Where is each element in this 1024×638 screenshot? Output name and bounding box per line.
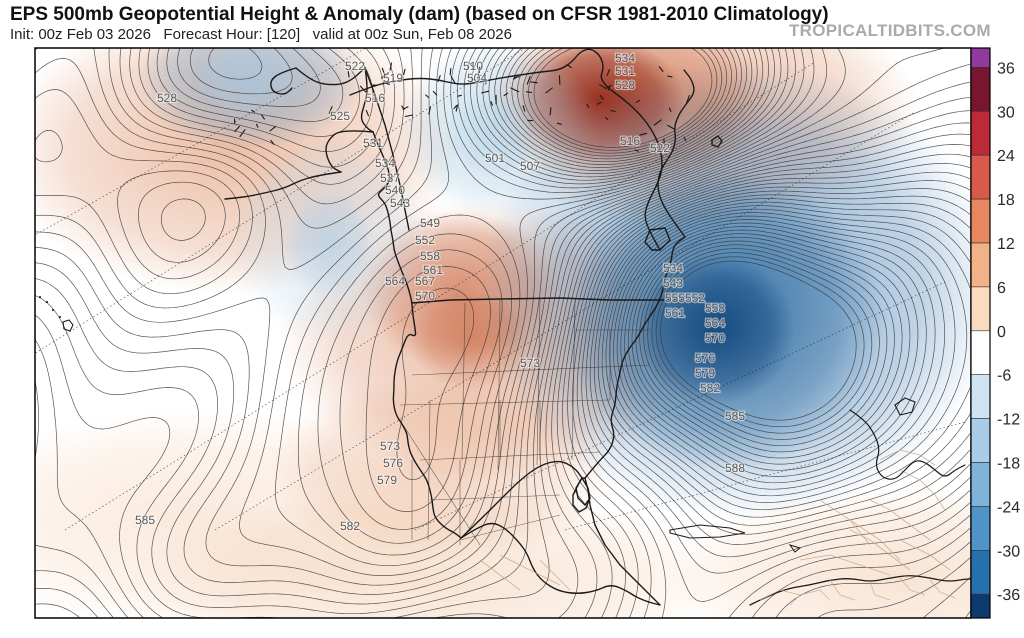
svg-text:552: 552 [415,233,435,247]
svg-text:546: 546 [0,281,5,295]
svg-text:528: 528 [157,91,177,105]
svg-text:558: 558 [420,249,440,263]
svg-text:534: 534 [375,156,395,170]
svg-text:-6: -6 [997,368,1011,385]
svg-text:507: 507 [520,159,540,173]
svg-text:582: 582 [340,519,360,533]
svg-text:525: 525 [330,109,350,123]
svg-text:522: 522 [345,59,365,73]
svg-text:567: 567 [415,274,435,288]
svg-text:-36: -36 [997,587,1020,604]
svg-text:579: 579 [695,366,715,380]
svg-text:0: 0 [997,324,1006,341]
svg-text:516: 516 [620,134,640,148]
svg-text:558: 558 [705,301,725,315]
svg-text:549: 549 [420,216,440,230]
svg-text:573: 573 [520,356,540,370]
svg-text:579: 579 [377,473,397,487]
svg-text:-24: -24 [997,499,1020,516]
svg-text:540: 540 [385,183,405,197]
svg-text:-30: -30 [997,543,1020,560]
svg-text:519: 519 [383,71,403,85]
svg-text:531: 531 [363,136,383,150]
svg-text:582: 582 [700,381,720,395]
svg-text:555: 555 [665,291,685,305]
svg-text:531: 531 [615,64,635,78]
svg-text:585: 585 [725,409,745,423]
svg-text:18: 18 [997,192,1015,209]
svg-text:525: 525 [453,16,473,30]
svg-text:585: 585 [135,513,155,527]
svg-text:24: 24 [997,148,1015,165]
svg-text:576: 576 [383,456,403,470]
svg-text:6: 6 [997,280,1006,297]
svg-text:534: 534 [663,261,683,275]
svg-text:36: 36 [997,60,1015,77]
svg-text:588: 588 [725,461,745,475]
svg-text:555: 555 [0,246,10,260]
svg-text:576: 576 [695,351,715,365]
svg-text:-12: -12 [997,412,1020,429]
svg-text:522: 522 [650,141,670,155]
svg-text:-18: -18 [997,456,1020,473]
svg-text:552: 552 [685,291,705,305]
svg-text:564: 564 [385,274,405,288]
svg-text:12: 12 [997,236,1015,253]
svg-text:543: 543 [663,276,683,290]
svg-text:561: 561 [665,306,685,320]
svg-text:573: 573 [380,439,400,453]
svg-text:528: 528 [615,78,635,92]
svg-text:564: 564 [705,316,725,330]
svg-text:570: 570 [705,331,725,345]
svg-text:516: 516 [365,91,385,105]
svg-text:501: 501 [485,151,505,165]
svg-text:30: 30 [997,104,1015,121]
svg-text:543: 543 [390,196,410,210]
svg-text:516: 516 [213,23,233,37]
svg-text:534: 534 [615,51,635,65]
